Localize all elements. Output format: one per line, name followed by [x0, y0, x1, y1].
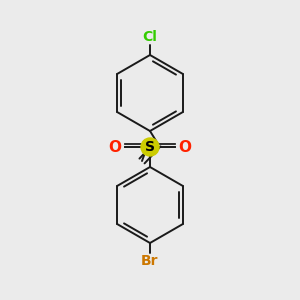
Text: Cl: Cl: [142, 30, 158, 44]
Text: S: S: [145, 140, 155, 154]
Text: O: O: [178, 140, 191, 154]
Text: Br: Br: [141, 254, 159, 268]
Circle shape: [141, 138, 159, 156]
Text: O: O: [109, 140, 122, 154]
